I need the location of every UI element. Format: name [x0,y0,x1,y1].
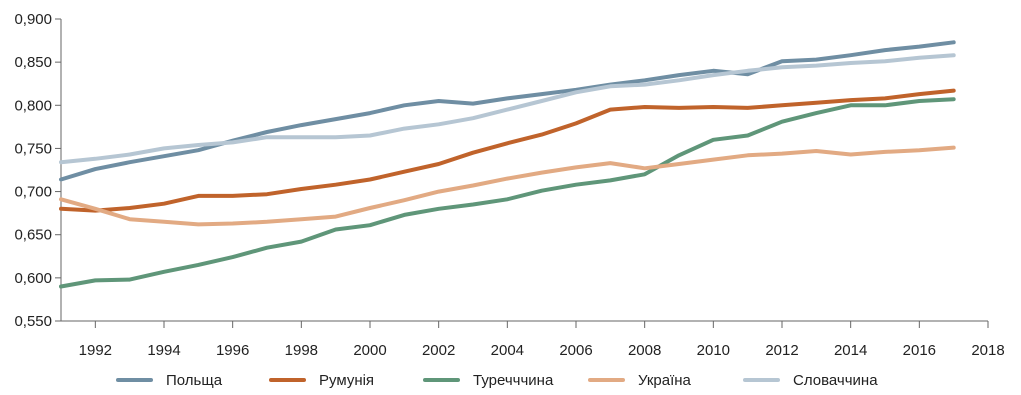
chart-series-layer [59,40,956,289]
chart-legend: Польща Румунія Туречччина Україна Словаччина [116,372,878,389]
x-tick-label: 2012 [765,342,798,359]
y-tick-label: 0,850 [14,54,52,71]
legend-item: Словаччина [743,372,878,389]
y-tick-label: 0,700 [14,184,52,201]
x-tick-label: 2014 [834,342,867,359]
x-tick-label: 2018 [971,342,1004,359]
series-line-2 [59,88,956,213]
series-line-3 [59,97,956,289]
series-line-5 [59,53,956,165]
chart-axes: 0,550 0,600 0,650 0,700 0,750 0,800 0,850 0,900… [14,11,1004,359]
legend-label: Україна [638,372,692,389]
legend-item: Польща [116,372,223,389]
x-tick-label: 2000 [353,342,386,359]
x-tick-label: 2002 [422,342,455,359]
y-tick-label: 0,650 [14,227,52,244]
legend-label: Польща [166,372,223,389]
x-tick-label: 2008 [628,342,661,359]
x-tick-label: 1992 [79,342,112,359]
legend-item: Румунія [269,372,374,389]
legend-item: Україна [588,372,692,389]
series-line-4 [59,145,956,227]
x-tick-label: 1994 [147,342,180,359]
x-tick-label: 2016 [903,342,936,359]
y-tick-label: 0,600 [14,270,52,287]
x-tick-label: 1998 [285,342,318,359]
legend-label: Румунія [319,372,374,389]
x-tick-label: 2006 [559,342,592,359]
y-tick-label: 0,800 [14,97,52,114]
x-tick-label: 2004 [491,342,524,359]
legend-label: Словаччина [793,372,878,389]
legend-label: Туречччина [473,372,554,389]
y-tick-label: 0,750 [14,140,52,157]
x-tick-label: 2010 [697,342,730,359]
legend-item: Туречччина [423,372,554,389]
y-tick-label: 0,900 [14,11,52,28]
y-tick-label: 0,550 [14,313,52,330]
x-tick-label: 1996 [216,342,249,359]
series-line-1 [59,40,956,182]
